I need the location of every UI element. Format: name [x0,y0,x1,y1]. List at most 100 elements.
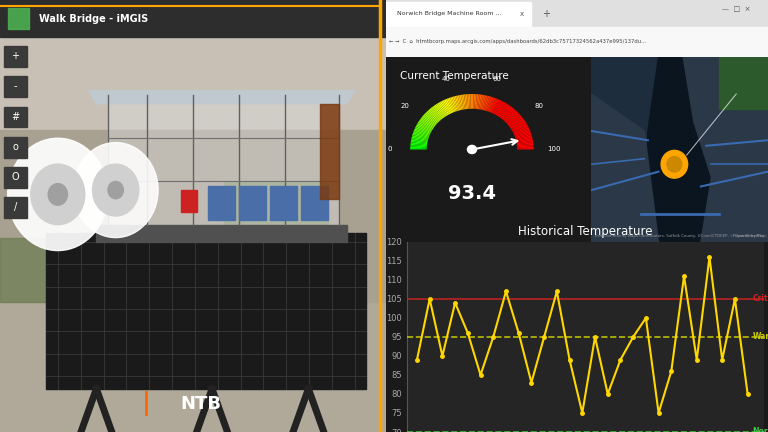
Bar [386,0,768,25]
Wedge shape [495,102,505,115]
Wedge shape [505,111,518,122]
Wedge shape [411,142,427,145]
Wedge shape [512,124,528,132]
Wedge shape [433,105,445,118]
Polygon shape [0,130,386,302]
Bar [8,8,29,29]
Text: |: | [142,391,151,416]
Wedge shape [517,146,534,149]
Wedge shape [504,110,517,121]
Wedge shape [412,137,428,141]
Wedge shape [412,135,429,140]
Circle shape [667,156,682,172]
Wedge shape [424,114,438,124]
Wedge shape [513,126,528,133]
Wedge shape [498,105,510,117]
Wedge shape [441,101,450,114]
Text: o: o [12,142,18,152]
Wedge shape [517,145,534,147]
Wedge shape [511,123,527,131]
Wedge shape [452,97,458,111]
Wedge shape [455,96,460,111]
Wedge shape [417,123,432,131]
Wedge shape [473,94,475,109]
Text: -: - [14,81,17,92]
Wedge shape [429,109,441,121]
Wedge shape [425,112,439,123]
Wedge shape [507,114,521,125]
Bar [386,2,531,25]
Bar [4,167,27,188]
Wedge shape [508,116,522,126]
Wedge shape [503,109,515,121]
Wedge shape [411,140,428,143]
Bar [239,186,266,220]
Wedge shape [498,104,508,117]
Wedge shape [413,131,429,137]
Wedge shape [414,130,430,136]
Circle shape [31,164,84,225]
Text: 20: 20 [401,103,410,109]
Wedge shape [502,107,513,119]
Wedge shape [423,114,437,125]
Wedge shape [432,106,443,118]
Polygon shape [0,0,386,138]
Circle shape [48,184,68,205]
Bar [320,104,339,199]
Wedge shape [431,107,442,119]
Wedge shape [410,144,427,146]
Wedge shape [480,95,485,110]
Polygon shape [0,238,97,302]
Bar [181,190,197,212]
Wedge shape [517,144,534,146]
Bar [386,27,768,57]
Wedge shape [410,145,427,147]
Wedge shape [515,130,530,136]
Bar [4,46,27,67]
Wedge shape [450,97,457,111]
Text: Walk Bridge - iMGIS: Walk Bridge - iMGIS [38,13,147,24]
Wedge shape [506,114,520,124]
Bar [4,107,27,127]
Wedge shape [435,104,446,117]
Polygon shape [684,57,768,242]
Text: Critical: Critical [753,295,768,303]
Wedge shape [468,94,471,109]
Wedge shape [445,99,454,113]
Wedge shape [489,98,497,112]
Wedge shape [416,124,432,132]
Wedge shape [410,146,427,149]
Wedge shape [462,95,466,109]
Wedge shape [494,101,503,114]
Bar [4,76,27,97]
Text: Warning: Warning [753,333,768,341]
Wedge shape [439,102,449,115]
Wedge shape [459,95,464,110]
Wedge shape [517,141,533,144]
Wedge shape [418,122,432,130]
Wedge shape [516,138,533,142]
Text: 93.4: 93.4 [448,184,496,203]
Wedge shape [516,135,532,140]
Wedge shape [461,95,465,109]
Wedge shape [478,95,482,109]
Wedge shape [488,98,495,112]
Text: 100: 100 [548,146,561,152]
Wedge shape [453,96,459,111]
Polygon shape [108,95,339,225]
Bar [301,186,328,220]
Circle shape [8,138,108,251]
Wedge shape [495,102,505,115]
Wedge shape [487,97,494,111]
Polygon shape [719,57,768,109]
Wedge shape [412,132,429,138]
Text: x: x [519,11,524,17]
Wedge shape [479,95,483,109]
Wedge shape [419,121,433,129]
Title: Historical Temperature: Historical Temperature [518,225,653,238]
Wedge shape [444,99,452,113]
Text: Norwich Bridge Machine Room ...: Norwich Bridge Machine Room ... [397,11,502,16]
Wedge shape [511,121,525,129]
Wedge shape [429,108,442,120]
Wedge shape [412,138,428,142]
